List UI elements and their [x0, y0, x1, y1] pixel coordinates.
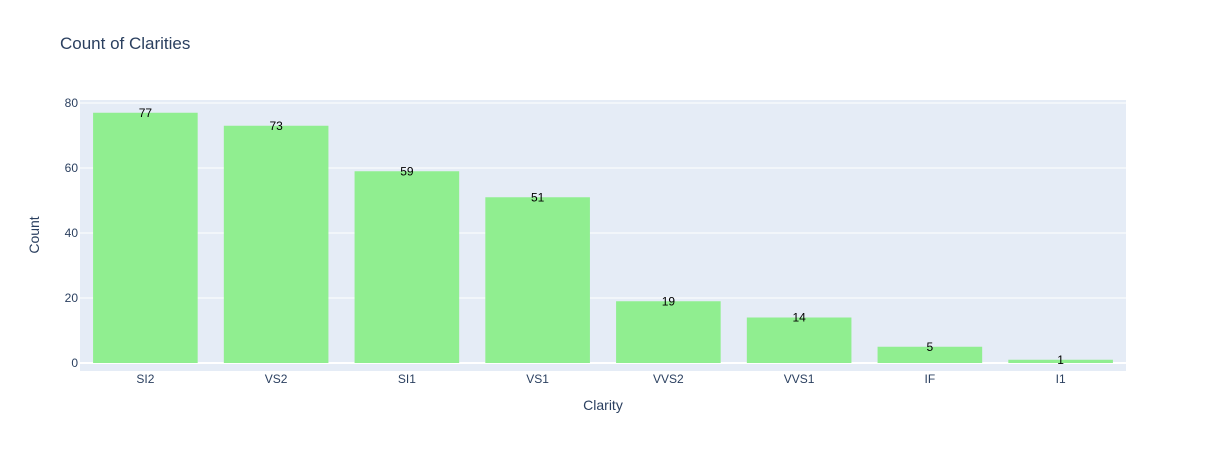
data-label: 5	[927, 340, 934, 354]
y-axis-label: Count	[26, 216, 42, 253]
data-label: 19	[662, 294, 676, 308]
x-tick-label: I1	[1056, 372, 1066, 386]
bar-vs2[interactable]	[223, 125, 329, 363]
data-label: 73	[269, 119, 283, 133]
x-tick-label: IF	[925, 372, 936, 386]
chart-title: Count of Clarities	[60, 34, 191, 53]
bar-si1[interactable]	[354, 171, 460, 363]
y-tick-label: 80	[65, 96, 79, 110]
bar-vvs1[interactable]	[746, 317, 852, 364]
data-label: 51	[531, 190, 545, 204]
x-tick-label: SI1	[398, 372, 416, 386]
x-tick-label: VVS1	[784, 372, 815, 386]
bar-vvs2[interactable]	[616, 301, 721, 363]
bar-si2[interactable]	[93, 112, 198, 363]
bars	[93, 112, 1113, 364]
x-tick-label: VS1	[526, 372, 549, 386]
x-tick-label: VS2	[265, 372, 288, 386]
x-tick-label: SI2	[136, 372, 154, 386]
data-label: 77	[139, 106, 153, 120]
y-tick-label: 60	[65, 161, 79, 175]
bar-i1[interactable]	[1008, 359, 1113, 363]
data-label: 59	[400, 164, 414, 178]
x-axis-label: Clarity	[583, 397, 623, 413]
data-label: 14	[792, 311, 806, 325]
bar-vs1[interactable]	[485, 197, 590, 363]
y-tick-label: 0	[71, 356, 78, 370]
x-tick-label: VVS2	[653, 372, 684, 386]
y-tick-label: 20	[65, 291, 79, 305]
x-axis-ticks: SI2 VS2 SI1 VS1 VVS2 VVS1 IF I1	[136, 372, 1066, 386]
y-axis-ticks: 0 20 40 60 80	[65, 96, 79, 370]
bar-if[interactable]	[877, 346, 983, 363]
data-label: 1	[1057, 353, 1064, 367]
y-tick-label: 40	[65, 226, 79, 240]
